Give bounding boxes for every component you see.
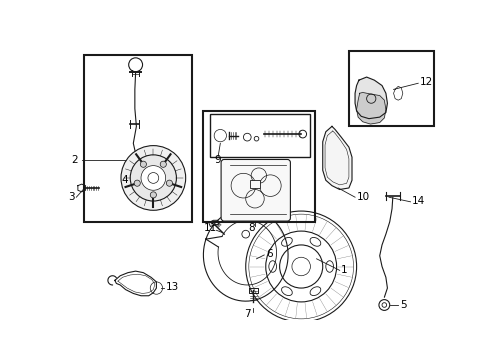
Text: 13: 13 — [166, 282, 179, 292]
Circle shape — [160, 161, 167, 167]
Circle shape — [140, 161, 147, 167]
Bar — [250, 180, 260, 188]
Text: 10: 10 — [357, 192, 370, 202]
Bar — [210, 114, 311, 157]
Text: 2: 2 — [72, 155, 78, 165]
Bar — [203, 111, 315, 222]
Text: 1: 1 — [341, 265, 348, 275]
Polygon shape — [323, 126, 352, 189]
Polygon shape — [355, 77, 388, 119]
Circle shape — [130, 155, 176, 201]
Text: 14: 14 — [412, 196, 425, 206]
Circle shape — [167, 180, 172, 186]
Circle shape — [141, 166, 166, 190]
Circle shape — [150, 192, 156, 198]
Text: 5: 5 — [400, 300, 406, 310]
Circle shape — [121, 145, 186, 210]
Text: 9: 9 — [215, 155, 221, 165]
Text: 7: 7 — [244, 309, 250, 319]
FancyBboxPatch shape — [221, 159, 291, 221]
Text: 6: 6 — [266, 249, 272, 259]
Text: 4: 4 — [121, 175, 127, 185]
Text: 3: 3 — [68, 192, 74, 202]
Polygon shape — [357, 93, 386, 124]
Circle shape — [134, 180, 140, 186]
Text: 11: 11 — [204, 223, 217, 233]
Text: 12: 12 — [420, 77, 433, 87]
Bar — [349, 51, 434, 126]
Text: 8: 8 — [248, 223, 254, 233]
Bar — [84, 55, 192, 222]
